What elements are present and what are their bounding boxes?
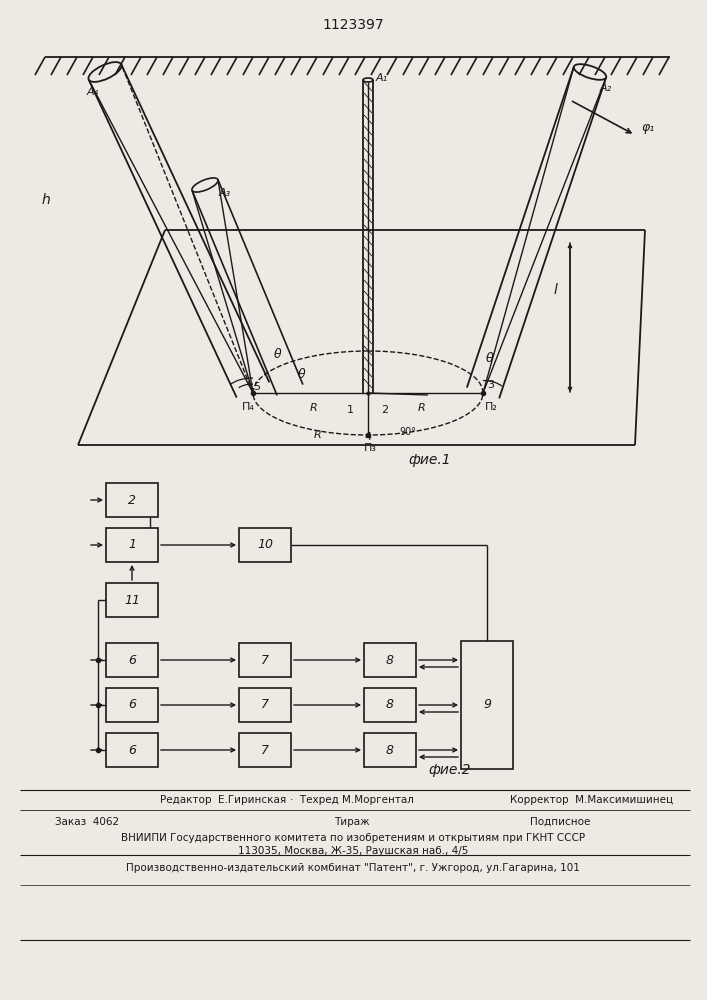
Text: 2: 2 [128,493,136,506]
Text: Редактор  Е.Гиринская: Редактор Е.Гиринская [160,795,286,805]
Bar [461,641,513,769]
Text: R: R [310,403,318,413]
Text: 7: 7 [261,654,269,666]
Text: П₄: П₄ [242,402,255,412]
Text: θ: θ [298,368,306,381]
Text: Корректор  М.Максимишинец: Корректор М.Максимишинец [510,795,673,805]
Text: 11: 11 [124,593,140,606]
Bar [106,688,158,722]
Text: A₄: A₄ [87,87,99,97]
Text: 4: 4 [364,432,372,442]
Text: 3: 3 [488,380,494,390]
Text: 113035, Москва, Ж-35, Раушская наб., 4/5: 113035, Москва, Ж-35, Раушская наб., 4/5 [238,846,468,856]
Text: фие.1: фие.1 [409,453,451,467]
Text: R: R [418,403,426,413]
Text: 9: 9 [483,698,491,712]
Text: φ₁: φ₁ [641,121,655,134]
Bar [364,643,416,677]
Text: 8: 8 [386,698,394,712]
Text: 1: 1 [346,405,354,415]
Text: 6: 6 [128,654,136,666]
Text: 5: 5 [254,382,260,392]
Text: Тираж: Тираж [334,817,370,827]
Bar [106,733,158,767]
Bar [364,733,416,767]
Text: 1123397: 1123397 [322,18,384,32]
Text: R: R [314,430,322,440]
Text: П₃: П₃ [363,443,377,453]
Text: 8: 8 [386,744,394,756]
Text: 8: 8 [386,654,394,666]
Text: l: l [553,283,557,297]
Text: П₂: П₂ [484,402,498,412]
Text: 6: 6 [128,698,136,712]
Bar [106,528,158,562]
Text: 10: 10 [257,538,273,552]
Text: 90°: 90° [399,427,416,437]
Text: 7: 7 [261,698,269,712]
Text: θ: θ [486,352,493,364]
Bar [239,733,291,767]
Text: Подписное: Подписное [530,817,590,827]
Text: A₃: A₃ [219,188,231,198]
Text: h: h [42,193,51,207]
Text: 2: 2 [382,405,389,415]
Bar [106,583,158,617]
Text: Производственно-издательский комбинат "Патент", г. Ужгород, ул.Гагарина, 101: Производственно-издательский комбинат "П… [126,863,580,873]
Text: ·  Техред М.Моргентал: · Техред М.Моргентал [290,795,414,805]
Text: θ: θ [274,349,282,361]
Text: 6: 6 [128,744,136,756]
Text: фие.2: фие.2 [428,763,472,777]
Bar [239,688,291,722]
Bar [239,643,291,677]
Text: A₁: A₁ [376,73,388,83]
Bar [106,483,158,517]
Text: Заказ  4062: Заказ 4062 [55,817,119,827]
Bar [106,643,158,677]
Text: 7: 7 [261,744,269,756]
Bar [239,528,291,562]
Text: 1: 1 [128,538,136,552]
Text: A₂: A₂ [600,83,612,93]
Text: ВНИИПИ Государственного комитета по изобретениям и открытиям при ГКНТ СССР: ВНИИПИ Государственного комитета по изоб… [121,833,585,843]
Bar [364,688,416,722]
